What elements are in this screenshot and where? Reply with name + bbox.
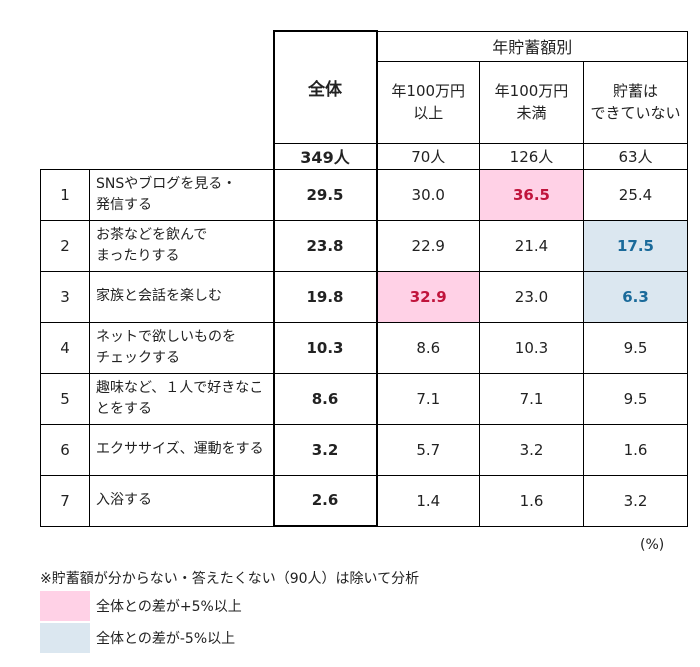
total-value: 23.8: [272, 219, 378, 272]
count-no-savings: 63人: [583, 142, 688, 170]
column-header-no-savings: 貯蓄は できていない: [583, 60, 688, 144]
rank-cell: 3: [40, 270, 90, 323]
value-under-1m: 10.3: [479, 321, 584, 374]
blank-corner: [41, 31, 274, 143]
column-header-line2: 未満: [516, 104, 547, 122]
column-header-over-1m: 年100万円 以上: [376, 60, 480, 144]
column-header-line1: 貯蓄は: [612, 82, 658, 100]
item-label: お茶などを飲んで まったりする: [89, 219, 274, 272]
total-header: 全体: [272, 30, 378, 144]
value-over-1m: 5.7: [376, 423, 480, 476]
savings-group-header: 年貯蓄額別: [376, 30, 688, 62]
legend-label: 全体との差が-5%以上: [96, 631, 236, 647]
results-table: 全体 年貯蓄額別 年100万円 以上 年100万円 未満 貯蓄は できていない …: [40, 30, 688, 527]
table-row: 1 SNSやブログを見る・ 発信する 29.5 30.0 36.5 25.4: [40, 168, 688, 221]
value-over-1m: 32.9: [376, 270, 480, 323]
value-under-1m: 36.5: [479, 168, 584, 221]
value-over-1m: 7.1: [376, 372, 480, 425]
total-value: 8.6: [272, 372, 378, 425]
value-under-1m: 21.4: [479, 219, 584, 272]
table-row: 3 家族と会話を楽しむ 19.8 32.9 23.0 6.3: [40, 270, 688, 323]
item-label: 入浴する: [89, 474, 274, 527]
item-label: SNSやブログを見る・ 発信する: [89, 168, 274, 221]
value-under-1m: 23.0: [479, 270, 584, 323]
column-header-under-1m: 年100万円 未満: [479, 60, 584, 144]
total-value: 29.5: [272, 168, 378, 221]
value-under-1m: 7.1: [479, 372, 584, 425]
total-value: 19.8: [272, 270, 378, 323]
blue-swatch: [40, 623, 90, 653]
total-value: 10.3: [272, 321, 378, 374]
value-over-1m: 1.4: [376, 474, 480, 527]
table-row: 4 ネットで欲しいものを チェックする 10.3 8.6 10.3 9.5: [40, 321, 688, 374]
value-under-1m: 1.6: [479, 474, 584, 527]
item-label: エクササイズ、運動をする: [89, 423, 274, 476]
table-row: 7 入浴する 2.6 1.4 1.6 3.2: [40, 474, 688, 527]
total-value: 3.2: [272, 423, 378, 476]
item-label: ネットで欲しいものを チェックする: [89, 321, 274, 374]
count-under-1m: 126人: [479, 142, 584, 170]
footnote: ※貯蓄額が分からない・答えたくない（90人）は除いて分析: [40, 571, 420, 587]
value-no-savings: 6.3: [583, 270, 688, 323]
legend-label: 全体との差が+5%以上: [96, 599, 242, 615]
rank-cell: 7: [40, 474, 90, 527]
column-header-line1: 年100万円: [494, 82, 569, 100]
table-row: 2 お茶などを飲んで まったりする 23.8 22.9 21.4 17.5: [40, 219, 688, 272]
legend-item-positive: 全体との差が+5%以上: [40, 591, 242, 621]
pink-swatch: [40, 591, 90, 621]
rank-cell: 6: [40, 423, 90, 476]
legend-item-negative: 全体との差が-5%以上: [40, 623, 235, 653]
rank-cell: 5: [40, 372, 90, 425]
table-row: 6 エクササイズ、運動をする 3.2 5.7 3.2 1.6: [40, 423, 688, 476]
value-no-savings: 9.5: [583, 372, 688, 425]
item-label: 趣味など、１人で好きなこ とをする: [89, 372, 274, 425]
count-over-1m: 70人: [376, 142, 480, 170]
value-over-1m: 22.9: [376, 219, 480, 272]
value-under-1m: 3.2: [479, 423, 584, 476]
column-header-line1: 年100万円: [391, 82, 466, 100]
column-header-line2: 以上: [413, 104, 444, 122]
item-label: 家族と会話を楽しむ: [89, 270, 274, 323]
table-row: 5 趣味など、１人で好きなこ とをする 8.6 7.1 7.1 9.5: [40, 372, 688, 425]
count-total: 349人: [272, 142, 378, 170]
blank-count-label: [41, 143, 274, 169]
value-no-savings: 9.5: [583, 321, 688, 374]
total-value: 2.6: [272, 474, 378, 527]
rank-cell: 4: [40, 321, 90, 374]
value-no-savings: 25.4: [583, 168, 688, 221]
value-no-savings: 1.6: [583, 423, 688, 476]
column-header-line2: できていない: [590, 104, 681, 122]
value-no-savings: 3.2: [583, 474, 688, 527]
value-over-1m: 8.6: [376, 321, 480, 374]
value-no-savings: 17.5: [583, 219, 688, 272]
unit-label: (%): [640, 537, 665, 553]
value-over-1m: 30.0: [376, 168, 480, 221]
rank-cell: 2: [40, 219, 90, 272]
rank-cell: 1: [40, 168, 90, 221]
